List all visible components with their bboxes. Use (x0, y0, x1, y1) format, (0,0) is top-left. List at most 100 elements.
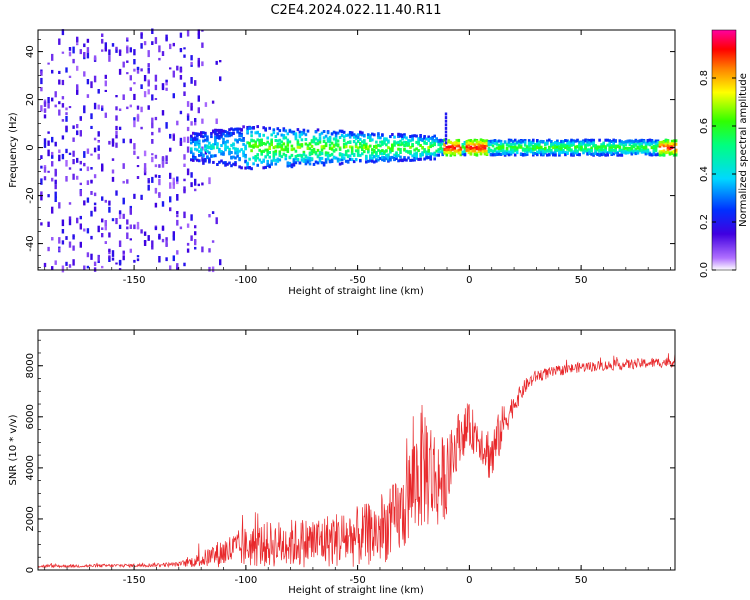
spectrogram-cell (198, 142, 201, 146)
spectrogram-cell (449, 140, 453, 144)
spectrogram-cell (359, 137, 362, 141)
spectrogram-cell (552, 142, 555, 146)
spectrogram-cell (588, 139, 591, 142)
spectrogram-cell (111, 158, 115, 161)
spectrogram-cell (172, 93, 175, 98)
spectrogram-cell (387, 146, 390, 150)
spectrogram-cell (600, 153, 603, 157)
spectrogram-cell (252, 145, 255, 149)
spectrogram-cell (419, 157, 422, 161)
spectrogram-cell (566, 151, 569, 155)
spectrogram-cell (104, 74, 107, 79)
spectrogram-cell (375, 146, 378, 149)
spectrogram-cell (298, 133, 302, 137)
spectrogram-cell (373, 145, 376, 149)
spectrogram-cell (371, 153, 374, 157)
spectrogram-cell (151, 246, 154, 250)
spectrogram-cell (552, 151, 555, 155)
spectrogram-cell (246, 141, 249, 145)
spectrogram-cell (475, 140, 479, 144)
spectrogram-cell (487, 148, 491, 152)
spectrogram-cell (242, 137, 245, 140)
spectrogram-cell (652, 147, 656, 150)
spectrogram-cell (194, 240, 197, 246)
spectrogram-cell (330, 158, 334, 162)
spectrogram-cell (268, 165, 271, 169)
spectrogram-cell (415, 140, 418, 144)
spectrogram-cell (369, 134, 372, 138)
spectrogram-cell (284, 145, 288, 149)
spectrogram-cell (457, 144, 461, 148)
spectrogram-cell (310, 149, 314, 152)
spectrogram-cell (578, 153, 581, 157)
spectrogram-cell (219, 60, 222, 63)
spectrogram-cell (169, 67, 172, 70)
spectrogram-cell (365, 160, 368, 164)
spectrogram-cell (363, 133, 366, 137)
spectrogram-cell (97, 104, 100, 110)
spectrogram-cell (497, 144, 501, 148)
spectrogram-cell (664, 142, 668, 146)
spectrogram-cell (356, 149, 360, 153)
spectrogram-cell (240, 132, 243, 136)
spectrogram-cell (76, 157, 79, 163)
spectrogram-cell (93, 202, 97, 206)
spectrogram-cell (614, 149, 617, 153)
spectrogram-cell (391, 143, 394, 147)
spectrogram-cell (457, 148, 461, 152)
spectrogram-cell (322, 140, 326, 143)
spectrogram-cell (377, 155, 380, 158)
spectrogram-cell (441, 153, 444, 157)
spectrogram-cell (499, 153, 503, 156)
spectrogram-cell (200, 148, 203, 152)
spectrogram-cell (270, 143, 273, 147)
spectrogram-cell (65, 67, 68, 73)
spectrogram-cell (183, 178, 186, 182)
spectrogram-cell (344, 142, 348, 146)
spectrogram-cell (58, 79, 61, 85)
spectrogram-cell (314, 130, 318, 134)
spectrogram-cell (264, 165, 267, 169)
spectrogram-cell (600, 145, 603, 149)
spectrogram-cell (425, 142, 428, 145)
spectrogram-cell (324, 158, 328, 162)
spectrogram-cell (576, 145, 579, 149)
spectrogram-cell (367, 150, 370, 154)
spectrogram-cell (415, 147, 418, 151)
spectrogram-cell (264, 155, 267, 159)
spectrogram-cell (542, 148, 545, 151)
spectrogram-cell (451, 144, 455, 148)
spectrogram-cell (471, 149, 475, 153)
spectrogram-cell (86, 52, 90, 59)
spectrogram-cell (419, 135, 422, 139)
spectrogram-cell (266, 140, 269, 144)
spectrogram-cell (222, 141, 225, 145)
spectrogram-cell (477, 140, 481, 144)
spectrogram-cell (252, 162, 255, 166)
snr-x-tick-label: 0 (466, 575, 472, 586)
spectrogram-cell (568, 147, 571, 151)
spectrogram-cell (399, 155, 402, 159)
spectrogram-cell (136, 258, 140, 262)
spectrogram-cell (519, 145, 523, 149)
spectrogram-cell (556, 141, 559, 145)
snr-y-tick-label: 8000 (25, 353, 36, 378)
spectrogram-cell (111, 138, 115, 144)
spectrogram-cell (54, 179, 57, 185)
spectrogram-cell (359, 159, 362, 163)
spectrogram-cell (179, 67, 183, 72)
spectrogram-cell (574, 139, 577, 143)
spectrogram-cell (387, 156, 390, 160)
spectrogram-cell (264, 148, 267, 152)
spectrogram-cell (437, 150, 440, 153)
spectrogram-cell (348, 145, 352, 149)
spectrogram-cell (359, 145, 362, 149)
spectrogram-cell (356, 133, 360, 137)
spectrogram-y-tick-label: -20 (25, 187, 36, 203)
spectrogram-cell (250, 167, 253, 171)
spectrogram-cell (143, 41, 147, 46)
spectrogram-cell (608, 139, 611, 143)
spectrogram-cell (232, 128, 235, 132)
spectrogram-cell (194, 147, 197, 151)
spectrogram-cell (443, 151, 446, 155)
